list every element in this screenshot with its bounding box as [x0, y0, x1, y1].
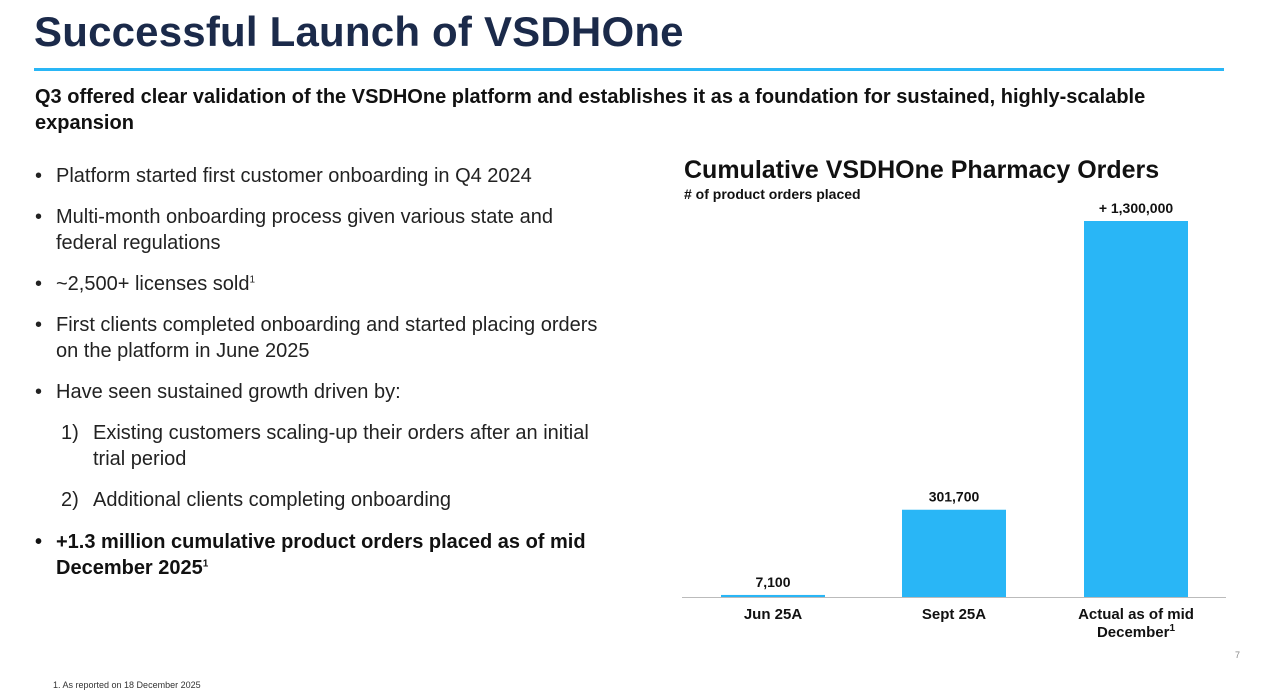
sub-bullet-number: 2)	[61, 489, 79, 511]
chart-title: Cumulative VSDHOne Pharmacy Orders	[684, 156, 1160, 184]
bullet-item: Multi-month onboarding process given var…	[35, 204, 605, 256]
footnote-marker: 1	[202, 558, 209, 570]
chart-subtitle: # of product orders placed	[684, 186, 861, 202]
title-divider	[34, 68, 1224, 71]
growth-driver-list: 1) Existing customers scaling-up their or…	[35, 420, 605, 513]
bullet-item-highlight: +1.3 million cumulative product orders p…	[35, 529, 605, 581]
data-label: + 1,300,000	[1099, 200, 1174, 216]
sub-bullet-item: 2) Additional clients completing onboardi…	[61, 489, 452, 511]
page-number: 7	[1235, 650, 1241, 660]
data-label: 301,700	[929, 489, 980, 505]
bullet-item: First clients completed onboarding and s…	[35, 312, 605, 364]
category-label: Actual as of mid December1	[1078, 606, 1194, 641]
data-label: 7,100	[755, 574, 790, 590]
footnote: 1. As reported on 18 December 2025	[53, 680, 201, 690]
bullet-item: ~2,500+ licenses sold1	[35, 271, 605, 297]
page-title: Successful Launch of VSDHOne	[34, 8, 684, 55]
bullet-item: Platform started first customer onboardi…	[35, 163, 605, 189]
bar	[1084, 221, 1188, 597]
footnote-marker: 1	[249, 274, 256, 286]
category-label: Sept 25A	[921, 606, 987, 623]
bar	[902, 509, 1006, 597]
sub-bullet-number: 1)	[61, 422, 79, 444]
bullet-list: Platform started first customer onboardi…	[35, 163, 605, 596]
bar	[721, 594, 825, 597]
bullet-item: Have seen sustained growth driven by: 1)…	[35, 379, 605, 513]
category-label: Jun 25A	[743, 606, 803, 623]
page-subtitle: Q3 offered clear validation of the VSDHO…	[35, 86, 1146, 134]
sub-bullet-item: 1) Existing customers scaling-up their or…	[61, 422, 589, 470]
